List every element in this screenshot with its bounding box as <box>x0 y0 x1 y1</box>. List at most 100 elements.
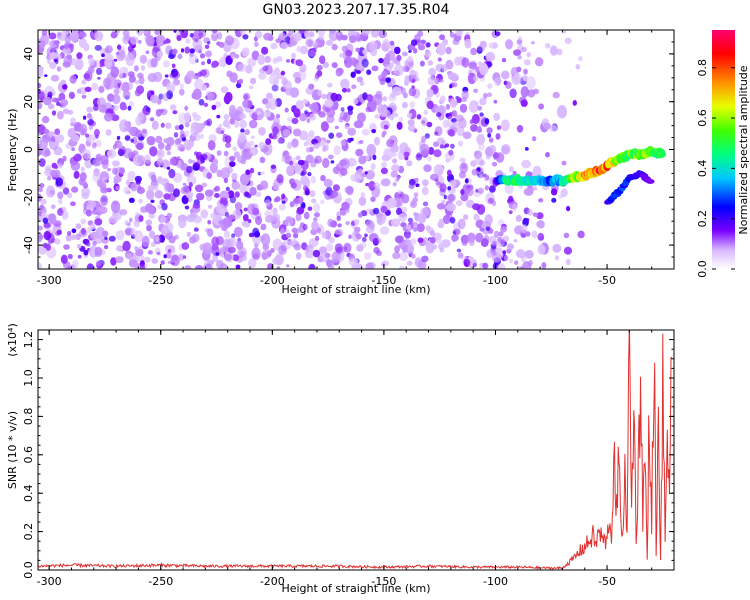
noise-speckle <box>445 103 451 110</box>
noise-speckle <box>234 191 240 198</box>
noise-speckle <box>441 64 449 72</box>
noise-speckle <box>357 112 366 123</box>
noise-speckle <box>492 240 497 246</box>
noise-speckle <box>394 245 400 254</box>
noise-speckle <box>80 218 87 225</box>
noise-speckle <box>86 106 94 113</box>
noise-speckle <box>390 218 401 227</box>
noise-speckle <box>423 164 432 173</box>
noise-speckle <box>446 193 457 203</box>
noise-speckle <box>331 43 338 51</box>
noise-speckle <box>420 150 428 157</box>
noise-speckle <box>113 88 120 96</box>
noise-speckle <box>191 160 196 164</box>
noise-speckle <box>211 30 218 34</box>
noise-speckle <box>121 81 130 93</box>
noise-speckle <box>309 146 314 153</box>
noise-speckle <box>299 45 308 55</box>
noise-speckle <box>415 77 420 82</box>
noise-speckle <box>278 32 287 41</box>
noise-speckle <box>242 214 249 222</box>
noise-speckle <box>563 246 573 255</box>
noise-speckle <box>460 193 469 202</box>
noise-speckle <box>289 160 294 166</box>
noise-speckle <box>145 50 150 54</box>
noise-speckle <box>62 84 68 90</box>
y-tick-label: 0.0 <box>22 561 35 579</box>
noise-speckle <box>297 159 305 166</box>
noise-speckle <box>306 118 311 124</box>
noise-speckle <box>508 210 513 215</box>
noise-speckle <box>347 127 357 136</box>
noise-speckle <box>304 32 311 38</box>
x-tick-label: -100 <box>483 575 508 588</box>
noise-speckle <box>317 30 326 36</box>
noise-speckle <box>116 135 121 140</box>
noise-speckle <box>135 179 141 185</box>
noise-speckle <box>355 47 361 52</box>
noise-speckle <box>520 86 529 98</box>
noise-speckle <box>195 265 203 269</box>
noise-speckle <box>535 57 544 67</box>
noise-speckle <box>479 227 485 232</box>
noise-speckle <box>216 114 221 119</box>
noise-speckle <box>90 59 101 69</box>
noise-speckle <box>572 100 577 106</box>
noise-speckle <box>229 104 236 114</box>
snr-xlabel: Height of straight line (km) <box>281 582 430 595</box>
noise-speckle <box>51 162 57 169</box>
noise-speckle <box>144 256 151 263</box>
noise-speckle <box>380 167 388 175</box>
noise-speckle <box>238 132 247 142</box>
noise-speckle <box>136 155 146 164</box>
noise-speckle <box>254 191 262 197</box>
noise-speckle <box>391 86 402 96</box>
noise-speckle <box>459 157 466 163</box>
noise-speckle <box>272 57 279 64</box>
noise-speckle <box>523 68 528 75</box>
noise-speckle <box>194 78 204 92</box>
noise-speckle <box>43 128 50 135</box>
y-tick-label: -20 <box>22 188 35 206</box>
noise-speckle <box>526 52 531 58</box>
noise-speckle <box>63 55 72 67</box>
noise-speckle <box>564 37 572 45</box>
noise-speckle <box>166 212 173 219</box>
noise-speckle <box>374 114 380 119</box>
noise-speckle <box>82 115 87 120</box>
y-tick-label: 0.6 <box>22 446 35 464</box>
noise-speckle <box>494 77 501 87</box>
noise-speckle <box>470 124 478 132</box>
noise-speckle <box>110 200 121 214</box>
noise-speckle <box>348 258 359 266</box>
noise-speckle <box>543 122 551 130</box>
noise-speckle <box>417 237 424 243</box>
noise-speckle <box>135 116 143 126</box>
noise-speckle <box>237 63 248 73</box>
noise-speckle <box>106 149 116 159</box>
noise-speckle <box>64 43 69 50</box>
noise-speckle <box>155 34 166 47</box>
noise-speckle <box>148 213 155 219</box>
noise-speckle <box>486 249 494 259</box>
noise-speckle <box>233 226 243 238</box>
noise-speckle <box>439 34 446 41</box>
noise-speckle <box>461 163 467 169</box>
noise-speckle <box>92 158 100 167</box>
noise-speckle <box>298 199 303 205</box>
noise-speckle <box>81 94 87 99</box>
noise-speckle <box>470 47 477 56</box>
noise-speckle <box>244 129 250 136</box>
noise-speckle <box>157 141 165 150</box>
noise-speckle <box>100 186 108 194</box>
noise-speckle <box>45 243 51 251</box>
noise-speckle <box>311 198 317 204</box>
noise-speckle <box>364 171 368 175</box>
noise-speckle <box>136 30 144 36</box>
noise-speckle <box>461 57 470 68</box>
noise-speckle <box>76 52 83 60</box>
noise-speckle <box>50 136 56 143</box>
noise-speckle <box>263 109 272 118</box>
noise-speckle <box>487 83 493 89</box>
noise-speckle <box>391 152 397 157</box>
